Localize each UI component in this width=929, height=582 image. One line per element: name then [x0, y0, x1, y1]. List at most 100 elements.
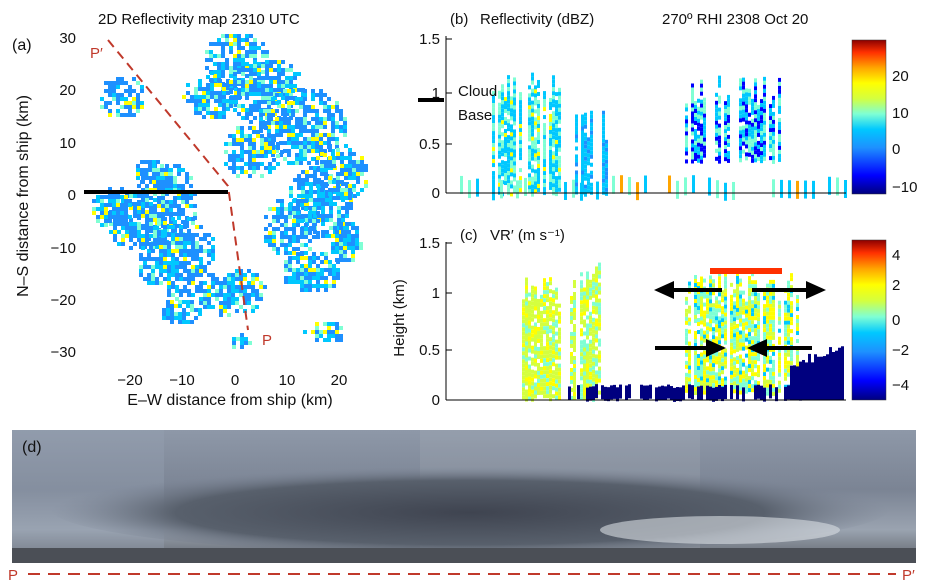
reflectivity-echo — [778, 85, 781, 90]
surface-echo — [492, 182, 495, 201]
reflectivity-echo — [587, 185, 590, 190]
map-echo-cell — [276, 154, 280, 158]
reflectivity-echo — [691, 155, 694, 160]
map-echo-cell — [257, 88, 261, 92]
map-echo-cell — [116, 101, 120, 105]
reflectivity-echo — [543, 91, 546, 96]
reflectivity-echo — [537, 139, 540, 144]
velocity-echo — [721, 366, 724, 371]
velocity-echo — [706, 382, 709, 387]
map-echo-cell — [340, 168, 344, 172]
reflectivity-echo — [700, 79, 703, 84]
velocity-echo — [784, 308, 787, 313]
map-echo-cell — [312, 268, 316, 272]
map-echo-cell — [328, 268, 332, 272]
map-echo-cell — [229, 80, 233, 84]
map-echo-cell — [311, 93, 315, 97]
velocity-echo — [751, 388, 754, 393]
velocity-echo — [685, 328, 688, 333]
map-echo-cell — [281, 68, 285, 72]
velocity-echo — [787, 364, 790, 369]
map-echo-cell — [227, 277, 231, 281]
map-echo-cell — [327, 326, 331, 330]
panel-a-ytick: −30 — [51, 344, 76, 361]
velocity-echo — [718, 320, 721, 325]
map-echo-cell — [132, 113, 136, 117]
map-echo-cell — [255, 293, 259, 297]
reflectivity-echo — [492, 95, 495, 100]
map-echo-cell — [151, 249, 155, 253]
velocity-echo — [589, 351, 592, 356]
reflectivity-echo — [528, 117, 531, 122]
map-echo-cell — [292, 223, 296, 227]
velocity-echo — [787, 292, 790, 297]
map-echo-cell — [116, 113, 120, 117]
reflectivity-echo — [549, 141, 552, 146]
reflectivity-echo — [769, 132, 772, 137]
map-echo-cell — [319, 121, 323, 125]
map-echo-cell — [331, 113, 335, 117]
map-echo-cell — [171, 225, 175, 229]
map-echo-cell — [214, 83, 218, 87]
map-echo-cell — [108, 89, 112, 93]
map-echo-cell — [210, 83, 214, 87]
map-echo-cell — [252, 146, 256, 150]
reflectivity-echo — [778, 89, 781, 94]
surface-echo — [684, 177, 687, 196]
velocity-echo — [721, 298, 724, 303]
velocity-echo — [525, 309, 528, 314]
reflectivity-echo — [763, 120, 766, 125]
map-echo-cell — [304, 256, 308, 260]
map-echo-cell — [352, 164, 356, 168]
reflectivity-echo — [605, 147, 608, 152]
panel-b-ytick: 1 — [432, 85, 440, 102]
reflectivity-echo — [543, 179, 546, 184]
reflectivity-echo — [697, 142, 700, 147]
map-echo-cell — [339, 113, 343, 117]
map-echo-cell — [253, 108, 257, 112]
velocity-surface-echo — [697, 386, 700, 401]
velocity-echo — [736, 339, 739, 344]
velocity-echo — [525, 329, 528, 334]
reflectivity-echo — [534, 149, 537, 154]
map-echo-cell — [175, 269, 179, 273]
reflectivity-echo — [754, 122, 757, 127]
velocity-echo — [546, 334, 549, 339]
map-echo-cell — [211, 249, 215, 253]
reflectivity-echo — [519, 176, 522, 181]
velocity-echo — [796, 323, 799, 328]
velocity-echo — [778, 320, 781, 325]
velocity-echo — [570, 359, 573, 364]
map-echo-cell — [194, 308, 198, 312]
velocity-echo — [733, 357, 736, 362]
reflectivity-echo — [492, 111, 495, 116]
map-echo-cell — [244, 134, 248, 138]
velocity-echo — [685, 296, 688, 301]
reflectivity-echo — [543, 131, 546, 136]
map-echo-cell — [296, 252, 300, 256]
map-echo-cell — [233, 54, 237, 58]
velocity-echo — [709, 359, 712, 364]
velocity-echo — [742, 334, 745, 339]
map-echo-cell — [280, 223, 284, 227]
map-echo-cell — [257, 62, 261, 66]
velocity-echo — [570, 335, 573, 340]
velocity-echo — [703, 310, 706, 315]
map-echo-cell — [307, 109, 311, 113]
map-echo-cell — [249, 34, 253, 38]
velocity-echo — [573, 372, 576, 377]
map-echo-cell — [272, 227, 276, 231]
velocity-echo — [796, 363, 799, 368]
reflectivity-echo — [772, 135, 775, 140]
map-echo-cell — [232, 158, 236, 162]
velocity-echo — [751, 324, 754, 329]
reflectivity-echo — [602, 186, 605, 191]
map-echo-cell — [234, 91, 238, 95]
map-echo-cell — [116, 93, 120, 97]
velocity-echo — [726, 268, 730, 274]
map-echo-cell — [287, 161, 291, 165]
velocity-echo — [525, 377, 528, 382]
map-echo-cell — [232, 170, 236, 174]
map-echo-cell — [268, 223, 272, 227]
map-echo-cell — [194, 111, 198, 115]
